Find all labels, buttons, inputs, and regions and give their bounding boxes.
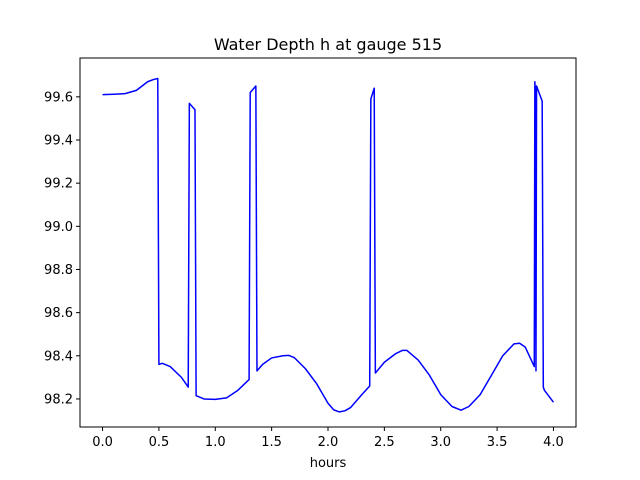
x-tick-label: 4.0 [543,435,564,450]
x-tick-label: 3.0 [430,435,451,450]
x-tick-label: 3.5 [487,435,508,450]
x-axis: 0.0 0.5 1.0 1.5 2.0 2.5 3.0 3.5 4.0 [92,427,564,450]
y-tick-label: 99.4 [44,134,73,149]
y-tick-label: 98.8 [44,263,73,278]
y-axis: 98.2 98.4 98.6 98.8 99.0 99.2 99.4 99.6 [44,90,80,407]
y-tick-label: 99.2 [44,177,73,192]
y-tick-label: 98.6 [44,306,73,321]
y-tick-label: 98.2 [44,392,73,407]
y-tick-label: 99.0 [44,220,73,235]
y-tick-label: 98.4 [44,349,73,364]
x-tick-label: 2.0 [318,435,339,450]
x-tick-label: 0.0 [92,435,113,450]
chart-title: Water Depth h at gauge 515 [214,35,442,54]
y-tick-label: 99.6 [44,90,73,105]
x-tick-label: 1.0 [205,435,226,450]
series-line-water-depth [102,77,555,413]
x-axis-label: hours [310,456,347,471]
x-tick-label: 0.5 [149,435,170,450]
x-tick-label: 1.5 [261,435,282,450]
x-tick-label: 2.5 [374,435,395,450]
